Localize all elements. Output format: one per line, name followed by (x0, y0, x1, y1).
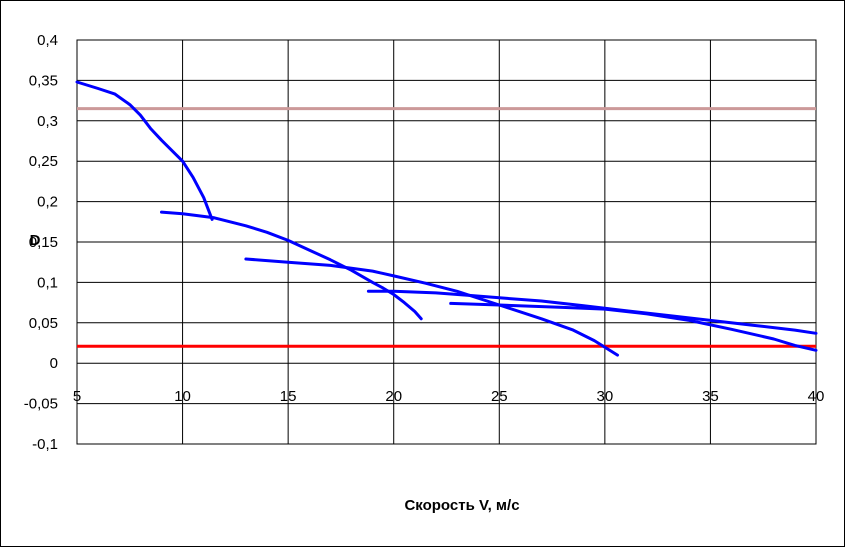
y-tick-label: 0,05 (29, 315, 58, 332)
y-tick-label: 0,35 (29, 72, 58, 89)
series-line-2 (244, 257, 619, 357)
x-tick-label: 30 (597, 388, 614, 405)
x-tick-label: 35 (702, 388, 719, 405)
x-tick-labels: 5 10 15 20 25 30 35 40 (73, 388, 825, 405)
data-series (75, 80, 818, 357)
x-tick-label: 20 (385, 388, 402, 405)
series-line-3 (366, 289, 818, 335)
y-tick-label: 0,15 (29, 234, 58, 251)
x-tick-label: 5 (73, 388, 81, 405)
series-line-1 (160, 210, 423, 321)
y-axis-label: D (30, 232, 41, 249)
x-tick-label: 40 (808, 388, 825, 405)
x-axis-label: Скорость V, м/с (404, 497, 519, 514)
y-tick-label: -0,1 (32, 436, 58, 453)
y-tick-label: 0,1 (37, 274, 58, 291)
y-tick-label: 0,2 (37, 194, 58, 211)
y-tick-label: 0,3 (37, 113, 58, 130)
y-tick-label: 0,25 (29, 153, 58, 170)
y-tick-label: -0,05 (24, 396, 58, 413)
x-tick-label: 25 (491, 388, 508, 405)
reference-lines (77, 107, 816, 348)
y-tick-label: 0 (50, 355, 58, 372)
y-tick-labels: -0,1 -0,05 0 0,05 0,1 0,15 0,2 0,25 0,3 0,35 0,4 (24, 32, 58, 453)
x-tick-label: 15 (280, 388, 297, 405)
x-tick-label: 10 (174, 388, 191, 405)
series-line-4 (449, 301, 818, 352)
series-line-0 (75, 80, 214, 221)
y-tick-label: 0,4 (37, 32, 58, 49)
